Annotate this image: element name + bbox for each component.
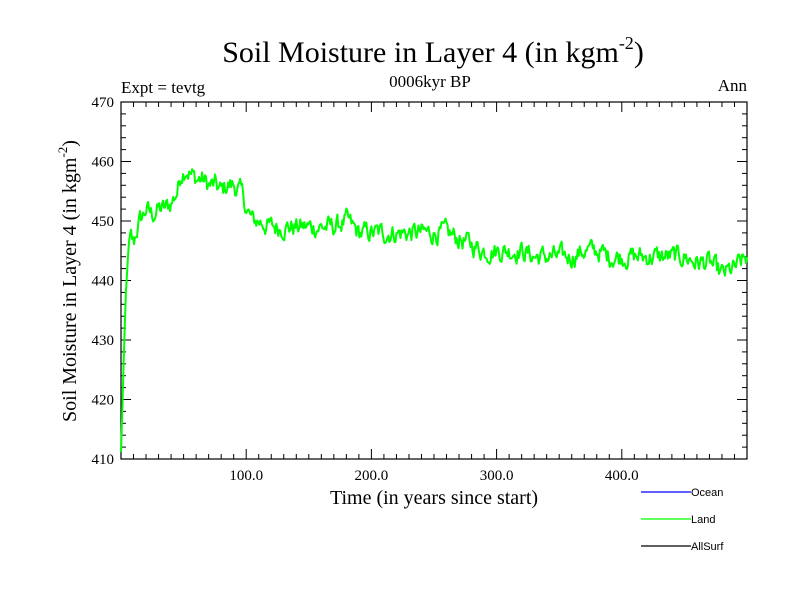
y-tick-labels: 410 420 430 440 450 460 470 xyxy=(92,95,115,468)
legend-label-allsurf: AllSurf xyxy=(691,541,724,553)
y-axis-label: Soil Moisture in Layer 4 (in kgm-2) xyxy=(55,140,81,422)
chart-title-main: Soil Moisture in Layer 4 (in kgm xyxy=(222,36,619,69)
x-tick-label: 100.0 xyxy=(229,468,263,484)
y-tick-label: 430 xyxy=(92,333,115,349)
chart-title: Soil Moisture in Layer 4 (in kgm-2) xyxy=(222,33,644,69)
x-tick-labels: 100.0 200.0 300.0 400.0 xyxy=(229,468,638,484)
y-tick-label: 450 xyxy=(92,214,115,230)
x-axis-label: Time (in years since start) xyxy=(330,487,538,509)
legend-label-ocean: Ocean xyxy=(691,487,723,499)
y-axis-label-sup: -2 xyxy=(55,147,70,158)
x-tick-label: 200.0 xyxy=(355,468,389,484)
y-tick-label: 420 xyxy=(92,393,115,409)
y-axis-label-close: ) xyxy=(59,140,81,147)
y-tick-label: 460 xyxy=(92,155,115,171)
plot-frame xyxy=(120,101,748,460)
y-tick-label: 470 xyxy=(92,95,115,111)
legend: Ocean Land AllSurf xyxy=(641,487,724,553)
subtitle-left: Expt = tevtg xyxy=(121,78,206,97)
subtitle-center: 0006kyr BP xyxy=(389,72,471,91)
series-group xyxy=(120,168,748,453)
series-line-land xyxy=(120,168,748,453)
x-tick-label: 300.0 xyxy=(480,468,514,484)
x-tick-label: 400.0 xyxy=(605,468,639,484)
chart-title-sup: -2 xyxy=(619,33,634,53)
y-tick-label: 410 xyxy=(92,452,115,468)
subtitle-right: Ann xyxy=(718,76,748,95)
y-tick-label: 440 xyxy=(92,274,115,290)
axis-ticks xyxy=(121,101,747,460)
y-axis-label-main: Soil Moisture in Layer 4 (in kgm xyxy=(59,157,81,422)
legend-label-land: Land xyxy=(691,514,715,526)
chart-title-close: ) xyxy=(634,36,644,69)
